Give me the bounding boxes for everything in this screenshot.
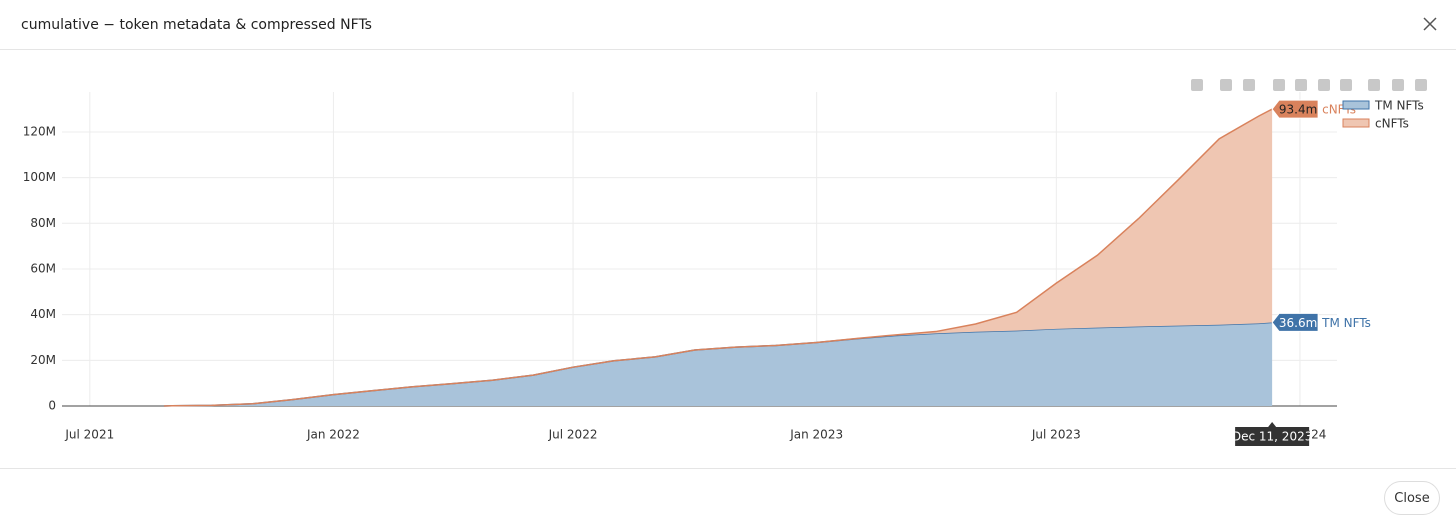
legend-swatch <box>1342 100 1370 110</box>
modebar-icon <box>1340 79 1352 91</box>
y-tick-label: 20M <box>30 353 56 367</box>
y-tick-label: 40M <box>30 307 56 321</box>
y-tick-label: 80M <box>30 216 56 230</box>
x-tick-label: Jan 2023 <box>789 428 843 442</box>
modebar-icon <box>1220 79 1232 91</box>
hover-series: TM NFTs <box>1321 316 1371 330</box>
modebar-icon <box>1392 79 1404 91</box>
close-icon[interactable] <box>1422 16 1438 32</box>
hover-x-box <box>1235 422 1310 446</box>
area <box>163 322 1273 406</box>
hover-value: 93.4m <box>1279 103 1317 117</box>
hover-x-label: Dec 11, 2023 <box>1232 430 1312 444</box>
y-tick-label: 100M <box>23 170 56 184</box>
modebar-icon <box>1318 79 1330 91</box>
modebar-icon <box>1415 79 1427 91</box>
hover-value: 36.6m <box>1279 316 1317 330</box>
legend-label: TM NFTs <box>1374 99 1424 113</box>
legend-swatch <box>1342 118 1370 128</box>
modal-title: cumulative − token metadata & compressed… <box>21 17 372 33</box>
x-tick-label: Jan 2022 <box>306 428 360 442</box>
hover-box <box>1271 99 1319 119</box>
x-tick-label: Jul 2023 <box>1031 428 1081 442</box>
x-tick-label: Jul 2022 <box>548 428 598 442</box>
y-tick-label: 120M <box>23 124 56 138</box>
modebar-icon <box>1295 79 1307 91</box>
legend-label: cNFTs <box>1375 117 1409 131</box>
y-tick-label: 0 <box>48 399 56 413</box>
x-tick-label: Jul 2021 <box>64 428 114 442</box>
modebar-icon <box>1273 79 1285 91</box>
hover-box <box>1271 312 1319 332</box>
modal-footer: Close <box>0 468 1456 524</box>
modal-header: cumulative − token metadata & compressed… <box>0 0 1456 50</box>
y-tick-label: 60M <box>30 261 56 275</box>
modebar-icon <box>1368 79 1380 91</box>
line <box>163 108 1273 407</box>
close-button[interactable]: Close <box>1384 481 1440 515</box>
modebar-icon <box>1191 79 1203 91</box>
modebar-icon <box>1243 79 1255 91</box>
